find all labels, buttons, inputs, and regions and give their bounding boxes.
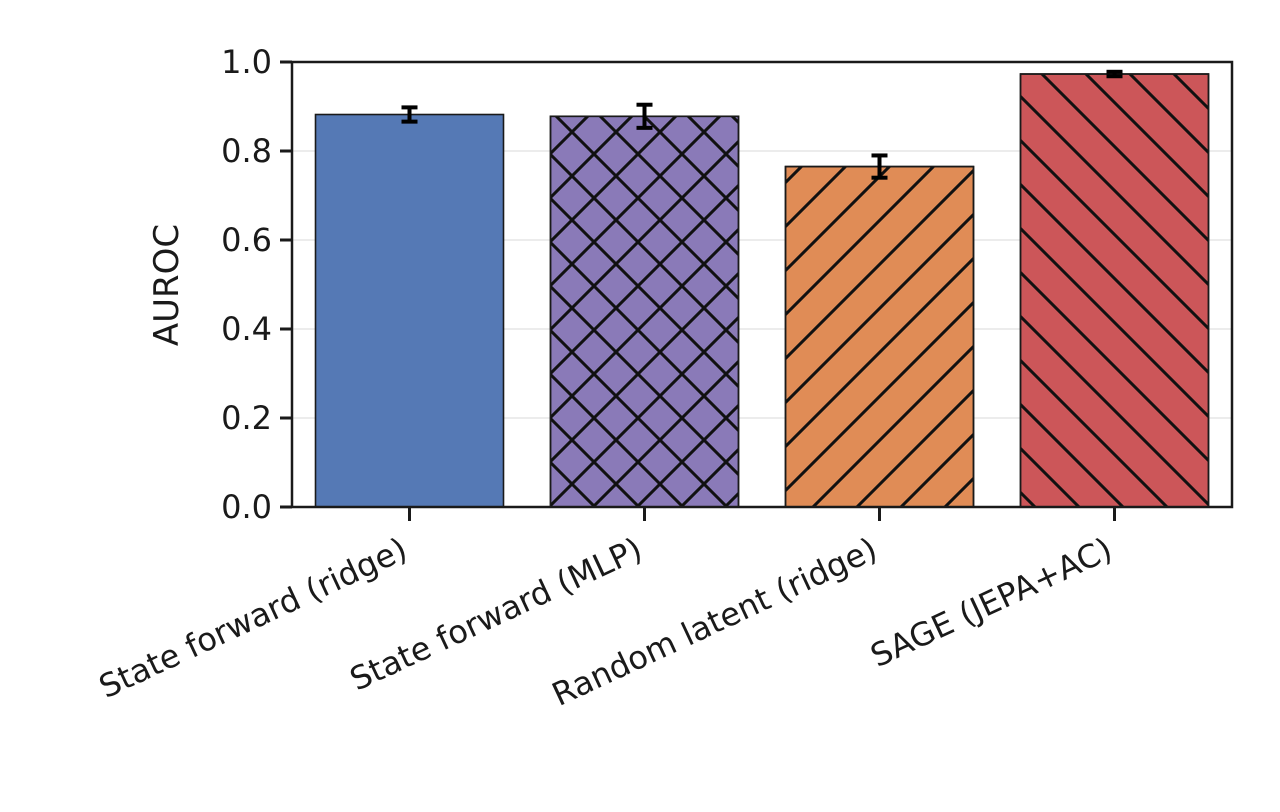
bars	[314, 73, 1210, 508]
x-tick-label-sage-jepa-ac: SAGE (JEPA+AC)	[865, 530, 1118, 675]
x-axis: State forward (ridge)State forward (MLP)…	[93, 507, 1118, 714]
y-axis: 0.0 0.2 0.4 0.6 0.8 1.0	[221, 43, 292, 526]
bar-hatch-random-latent-ridge	[784, 165, 975, 508]
y-tick-label-1.0: 1.0	[221, 43, 272, 81]
error-bars	[401, 69, 1123, 180]
plot-frame	[290, 60, 1234, 509]
y-axis-label: AUROC	[147, 224, 187, 346]
bar-hatch-sage-jepa-ac	[1019, 73, 1210, 508]
y-tick-label-0.6: 0.6	[221, 221, 272, 259]
bar-state-forward-ridge	[314, 113, 505, 508]
y-tick-label-0.4: 0.4	[221, 310, 272, 348]
bar-hatch-state-forward-mlp	[549, 115, 740, 508]
y-tick-label-0.2: 0.2	[221, 399, 272, 437]
y-tick-label-0.8: 0.8	[221, 132, 272, 170]
y-tick-label-0.0: 0.0	[221, 488, 272, 526]
